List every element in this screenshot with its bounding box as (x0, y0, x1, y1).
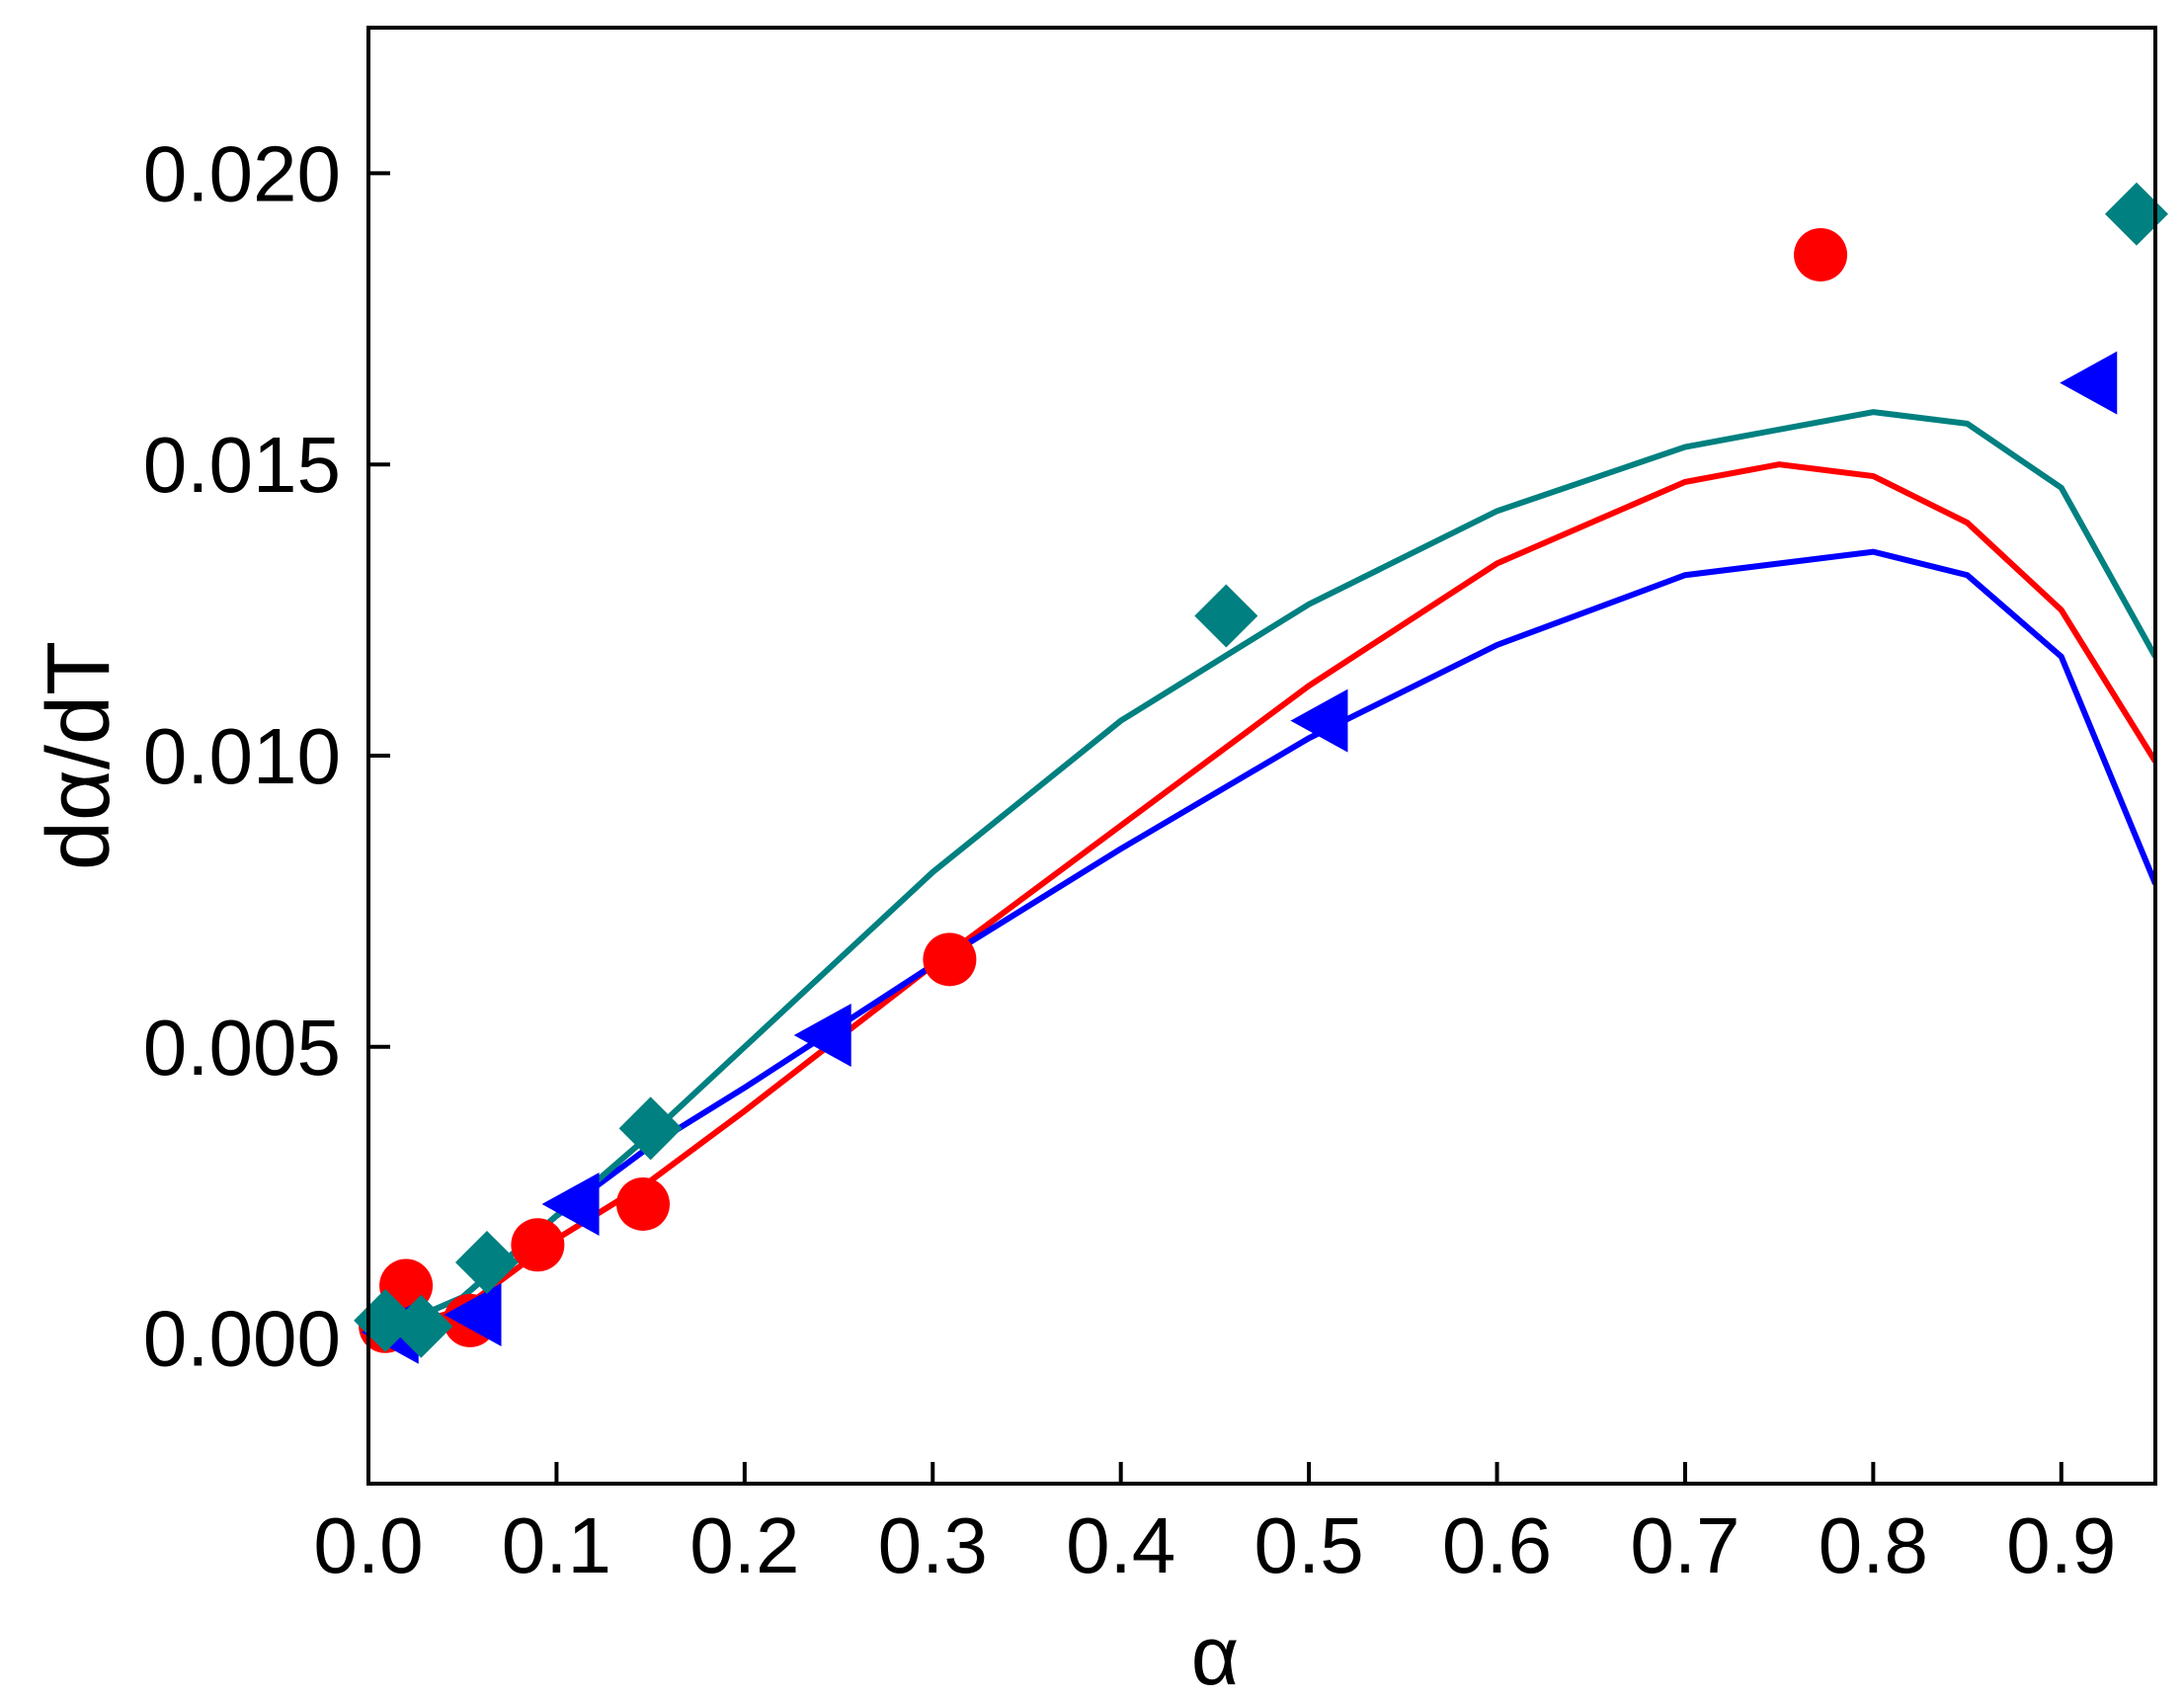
y-tick-label: 0.005 (143, 1004, 341, 1092)
y-axis-title: dα/dT (30, 641, 128, 870)
x-tick-label: 0.6 (1442, 1501, 1552, 1589)
point (444, 1283, 502, 1347)
y-tick-label: 0.000 (143, 1295, 341, 1383)
x-tick-label: 0.3 (878, 1501, 988, 1589)
point (1794, 227, 1848, 282)
point (1290, 688, 1348, 753)
point (1194, 584, 1258, 648)
x-tick-label: 0.2 (689, 1501, 799, 1589)
point (511, 1218, 565, 1272)
x-tick-label: 0.4 (1066, 1501, 1175, 1589)
x-tick-label: 0.1 (502, 1501, 611, 1589)
point (2104, 182, 2168, 246)
x-tick-label: 0.0 (313, 1501, 423, 1589)
x-tick-label: 0.5 (1254, 1501, 1363, 1589)
y-tick-label: 0.015 (143, 421, 341, 509)
point (454, 1230, 519, 1294)
point (389, 1294, 453, 1358)
y-tick-label: 0.010 (143, 712, 341, 800)
point (618, 1096, 683, 1161)
x-tick-label: 0.8 (1819, 1501, 1928, 1589)
x-axis-title: α (1191, 1609, 1240, 1699)
y-tick-label: 0.020 (143, 129, 341, 217)
point (2060, 351, 2118, 415)
point (541, 1172, 600, 1236)
x-tick-label: 0.9 (2006, 1501, 2116, 1589)
point (793, 1004, 851, 1068)
x-tick-label: 0.7 (1630, 1501, 1739, 1589)
plot-frame (366, 26, 2157, 1486)
point (923, 932, 977, 987)
point (616, 1176, 671, 1231)
